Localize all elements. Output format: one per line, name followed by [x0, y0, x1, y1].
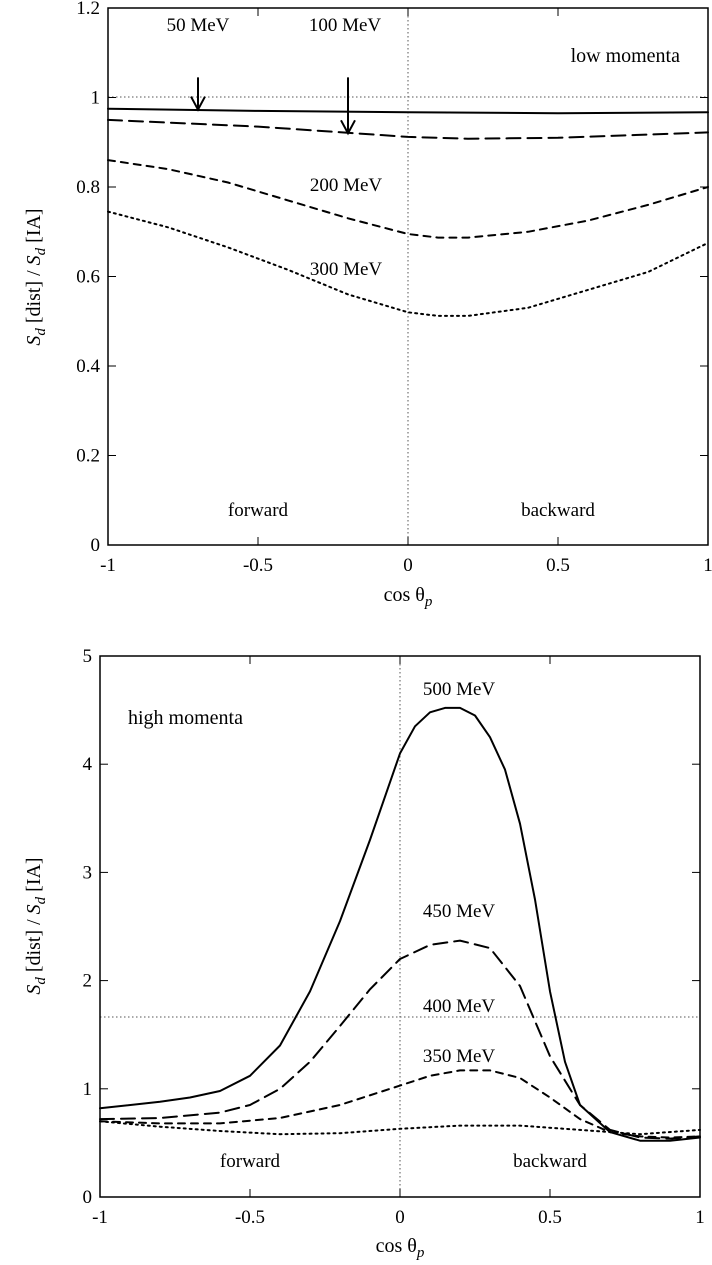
series-line-500-mev [99, 706, 701, 1142]
x-tick-label: 0 [395, 1207, 405, 1228]
series-line-450-mev [99, 939, 701, 1140]
series-label-500mev: 500 MeV [423, 679, 496, 700]
y-tick-label: 5 [83, 646, 93, 667]
series-line-50-mev [107, 107, 709, 115]
top-chart: -1 -0.5 0 0.5 1 0 0.2 0.4 0.6 0.8 1 1.2 low momenta… [23, 0, 712, 610]
plot-frame [99, 655, 701, 1198]
bottom-chart: -1 -0.5 0 0.5 1 0 1 2 3 4 5 high momenta forward b… [23, 646, 705, 1261]
series-label-100mev: 100 MeV [309, 15, 382, 36]
y-tick-label: 1.2 [76, 0, 100, 19]
y-tick-label: 2 [83, 971, 93, 992]
y-tick-label: 0 [91, 535, 101, 556]
x-tick-label: -1 [92, 1207, 108, 1228]
panel-label: low momenta [571, 45, 681, 67]
x-axis-label: cos θp [384, 584, 433, 610]
series-line-400-mev [99, 1069, 701, 1139]
arrow-head [340, 119, 356, 136]
x-tick-label: 0.5 [538, 1207, 562, 1228]
y-tick-label: 4 [83, 754, 93, 775]
region-label-backward: backward [513, 1151, 587, 1172]
series-label-450mev: 450 MeV [423, 901, 496, 922]
series-label-400mev: 400 MeV [423, 996, 496, 1017]
x-tick-label: 0.5 [546, 555, 570, 576]
y-tick-label: 0.6 [76, 267, 100, 288]
series-label-50mev: 50 MeV [167, 15, 230, 36]
region-label-forward: forward [220, 1151, 281, 1172]
x-tick-label: -1 [100, 555, 116, 576]
series-line-350-mev [99, 1120, 701, 1136]
x-tick-label: 1 [703, 555, 712, 576]
panel-label: high momenta [128, 707, 243, 729]
series-label-200mev: 200 MeV [310, 175, 383, 196]
y-tick-label: 0.8 [76, 177, 100, 198]
y-tick-label: 0.4 [76, 356, 100, 377]
y-axis-label: Sd [dist] / Sd [IA] [23, 208, 49, 345]
series-line-200-mev [107, 159, 709, 239]
y-tick-label: 0.2 [76, 446, 100, 467]
y-tick-label: 3 [83, 862, 93, 883]
series-line-100-mev [107, 118, 709, 140]
y-axis-label: Sd [dist] / Sd [IA] [23, 857, 49, 994]
series-label-350mev: 350 MeV [423, 1046, 496, 1067]
y-tick-label: 0 [83, 1187, 93, 1208]
x-tick-label: -0.5 [243, 555, 273, 576]
y-tick-label: 1 [91, 88, 101, 109]
x-tick-label: 0 [403, 555, 413, 576]
series-label-300mev: 300 MeV [310, 259, 383, 280]
arrow-head [190, 96, 206, 112]
x-tick-label: -0.5 [235, 1207, 265, 1228]
x-tick-label: 1 [695, 1207, 705, 1228]
series-line-300-mev [107, 210, 709, 317]
plot-frame [107, 7, 709, 546]
region-label-backward: backward [521, 500, 595, 521]
region-label-forward: forward [228, 500, 289, 521]
y-tick-label: 1 [83, 1079, 93, 1100]
x-axis-label: cos θp [376, 1235, 425, 1261]
